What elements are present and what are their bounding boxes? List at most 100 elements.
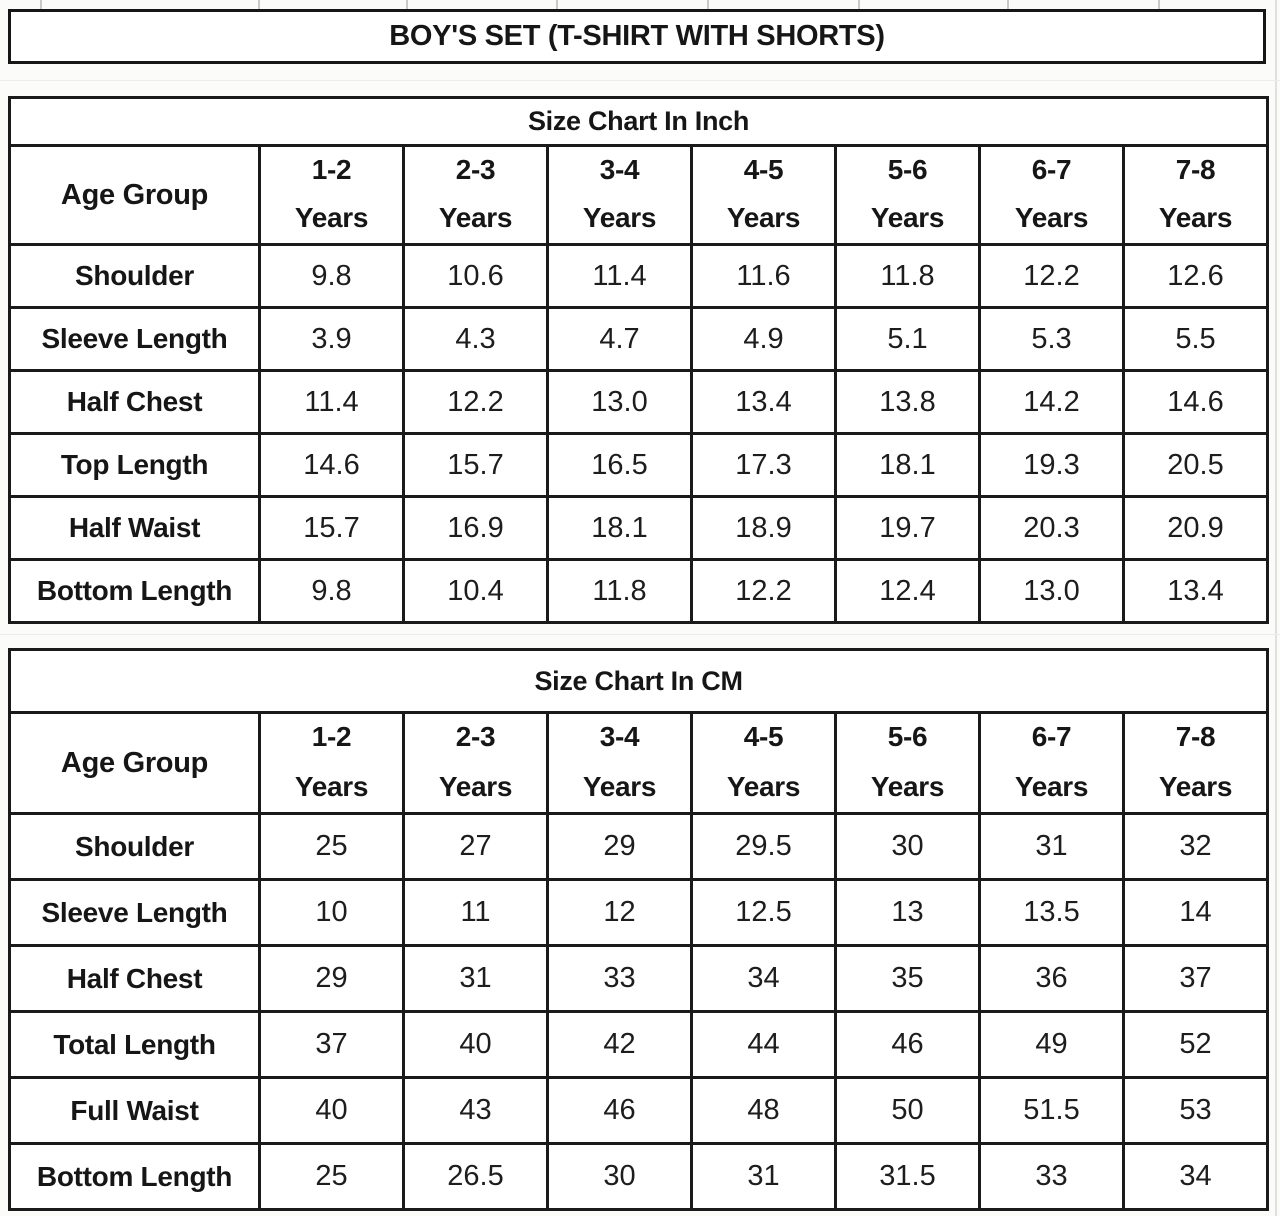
measurement-row: Sleeve Length 10 11 12 12.5 13 13.5 14 bbox=[8, 878, 1270, 947]
age-range: 4-5 bbox=[743, 721, 784, 752]
measurement-value: 17.3 bbox=[690, 432, 837, 498]
age-column-header: 6-7 Years bbox=[978, 711, 1125, 815]
age-stack: 2-3 Years bbox=[405, 714, 546, 812]
size-chart-cm-table: Size Chart In CM Age Group 1-2 Years 2-3 Year… bbox=[7, 648, 1270, 1211]
age-stack: 7-8 Years bbox=[1125, 147, 1266, 243]
size-chart-inch-table: Size Chart In Inch Age Group 1-2 Years 2-3 Ye… bbox=[7, 96, 1270, 624]
measurement-value: 18.1 bbox=[546, 495, 693, 561]
measurement-value: 12.5 bbox=[690, 878, 837, 947]
measurement-value: 11.6 bbox=[690, 243, 837, 309]
age-unit: Years bbox=[1158, 202, 1233, 233]
age-column-header: 2-3 Years bbox=[402, 711, 549, 815]
measurement-value: 5.5 bbox=[1121, 306, 1270, 372]
measurement-label: Bottom Length bbox=[8, 1142, 261, 1211]
measurement-value: 26.5 bbox=[402, 1142, 549, 1211]
measurement-value: 33 bbox=[546, 944, 693, 1013]
measurement-value: 30 bbox=[834, 812, 981, 881]
age-range: 2-3 bbox=[455, 721, 496, 752]
measurement-value: 31 bbox=[402, 944, 549, 1013]
grid-tick bbox=[858, 0, 860, 9]
age-unit: Years bbox=[1158, 771, 1233, 802]
measurement-value: 32 bbox=[1121, 812, 1270, 881]
age-stack: 7-8 Years bbox=[1125, 714, 1266, 812]
measurement-row: Full Waist 40 43 46 48 50 51.5 53 bbox=[8, 1076, 1270, 1145]
measurement-label: Half Chest bbox=[8, 369, 261, 435]
age-column-header: 2-3 Years bbox=[402, 144, 549, 246]
age-range: 6-7 bbox=[1031, 154, 1072, 185]
measurement-label: Total Length bbox=[8, 1010, 261, 1079]
age-unit: Years bbox=[870, 771, 945, 802]
measurement-value: 11.4 bbox=[258, 369, 405, 435]
measurement-value: 12.6 bbox=[1121, 243, 1270, 309]
section-title-row: Size Chart In CM bbox=[7, 648, 1270, 714]
measurement-value: 11 bbox=[402, 878, 549, 947]
measurement-value: 30 bbox=[546, 1142, 693, 1211]
measurement-value: 11.4 bbox=[546, 243, 693, 309]
measurement-label: Sleeve Length bbox=[8, 306, 261, 372]
measurement-value: 20.5 bbox=[1121, 432, 1270, 498]
measurement-value: 10.6 bbox=[402, 243, 549, 309]
measurement-value: 4.3 bbox=[402, 306, 549, 372]
measurement-value: 12.2 bbox=[402, 369, 549, 435]
grid-tick bbox=[258, 0, 260, 9]
measurement-value: 31.5 bbox=[834, 1142, 981, 1211]
age-stack: 1-2 Years bbox=[261, 147, 402, 243]
age-column-header: 6-7 Years bbox=[978, 144, 1125, 246]
measurement-value: 35 bbox=[834, 944, 981, 1013]
measurement-value: 40 bbox=[402, 1010, 549, 1079]
age-range: 1-2 bbox=[311, 721, 352, 752]
age-column-header: 4-5 Years bbox=[690, 711, 837, 815]
measurement-label: Half Chest bbox=[8, 944, 261, 1013]
age-range: 6-7 bbox=[1031, 721, 1072, 752]
age-stack: 3-4 Years bbox=[549, 147, 690, 243]
measurement-value: 16.5 bbox=[546, 432, 693, 498]
age-group-label: Age Group bbox=[8, 144, 261, 246]
age-column-header: 7-8 Years bbox=[1121, 144, 1270, 246]
measurement-value: 29 bbox=[546, 812, 693, 881]
age-stack: 6-7 Years bbox=[981, 714, 1122, 812]
measurement-value: 44 bbox=[690, 1010, 837, 1079]
age-range: 2-3 bbox=[455, 154, 496, 185]
age-range: 5-6 bbox=[887, 154, 928, 185]
measurement-value: 12.4 bbox=[834, 558, 981, 624]
measurement-value: 5.3 bbox=[978, 306, 1125, 372]
measurement-value: 4.9 bbox=[690, 306, 837, 372]
measurement-value: 37 bbox=[258, 1010, 405, 1079]
measurement-value: 14.2 bbox=[978, 369, 1125, 435]
measurement-value: 12.2 bbox=[978, 243, 1125, 309]
age-stack: 6-7 Years bbox=[981, 147, 1122, 243]
grid-tick bbox=[707, 0, 709, 9]
measurement-value: 34 bbox=[1121, 1142, 1270, 1211]
age-unit: Years bbox=[582, 771, 657, 802]
age-stack: 5-6 Years bbox=[837, 714, 978, 812]
measurement-value: 48 bbox=[690, 1076, 837, 1145]
age-range: 7-8 bbox=[1175, 721, 1216, 752]
measurement-value: 33 bbox=[978, 1142, 1125, 1211]
measurement-value: 13 bbox=[834, 878, 981, 947]
measurement-value: 25 bbox=[258, 812, 405, 881]
measurement-value: 13.0 bbox=[546, 369, 693, 435]
age-unit: Years bbox=[438, 202, 513, 233]
measurement-value: 29.5 bbox=[690, 812, 837, 881]
measurement-value: 3.9 bbox=[258, 306, 405, 372]
measurement-value: 37 bbox=[1121, 944, 1270, 1013]
grid-tick bbox=[1158, 0, 1160, 9]
measurement-value: 11.8 bbox=[546, 558, 693, 624]
age-stack: 5-6 Years bbox=[837, 147, 978, 243]
measurement-value: 49 bbox=[978, 1010, 1125, 1079]
age-stack: 3-4 Years bbox=[549, 714, 690, 812]
measurement-row: Shoulder 9.8 10.6 11.4 11.6 11.8 12.2 12.6 bbox=[8, 243, 1270, 309]
age-unit: Years bbox=[294, 771, 369, 802]
age-range: 4-5 bbox=[743, 154, 784, 185]
measurement-value: 9.8 bbox=[258, 558, 405, 624]
measurement-row: Total Length 37 40 42 44 46 49 52 bbox=[8, 1010, 1270, 1079]
age-unit: Years bbox=[726, 202, 801, 233]
measurement-value: 10.4 bbox=[402, 558, 549, 624]
age-range: 7-8 bbox=[1175, 154, 1216, 185]
measurement-label: Shoulder bbox=[8, 243, 261, 309]
measurement-value: 46 bbox=[546, 1076, 693, 1145]
measurement-row: Top Length 14.6 15.7 16.5 17.3 18.1 19.3 20.5 bbox=[8, 432, 1270, 498]
section-title-row: Size Chart In Inch bbox=[7, 96, 1270, 147]
measurement-row: Half Chest 11.4 12.2 13.0 13.4 13.8 14.2 14.6 bbox=[8, 369, 1270, 435]
measurement-label: Half Waist bbox=[8, 495, 261, 561]
